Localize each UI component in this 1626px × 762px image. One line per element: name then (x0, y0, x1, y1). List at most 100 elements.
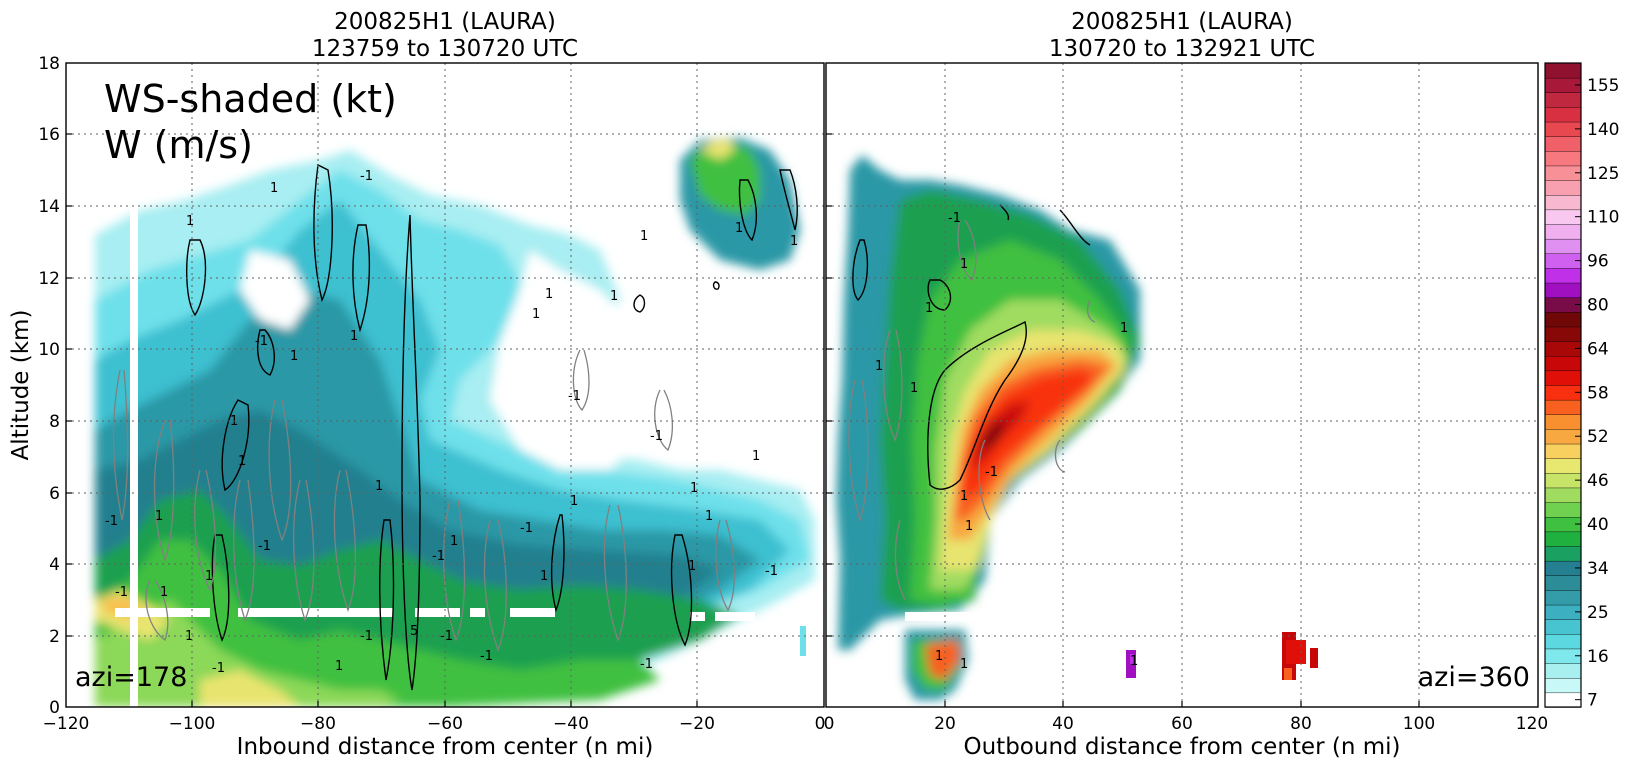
left-y-tick-labels: 0 2 4 6 8 10 12 14 16 18 (38, 54, 60, 718)
colorbar-tick-label: 34 (1587, 559, 1609, 579)
left-x-axis-label: Inbound distance from center (n mi) (237, 734, 654, 760)
colorbar-swatch (1544, 677, 1582, 694)
y-axis-label: Altitude (km) (8, 310, 34, 461)
svg-text:-1: -1 (115, 585, 128, 600)
colorbar-swatch (1544, 457, 1582, 474)
svg-text:1: 1 (185, 629, 193, 644)
left-x-tick: 0 (815, 714, 826, 734)
y-tick: 12 (38, 269, 60, 289)
colorbar-tick-label: 80 (1587, 296, 1609, 316)
colorbar-frame (1544, 62, 1582, 708)
colorbar-swatch (1544, 267, 1582, 284)
colorbar-swatch (1544, 633, 1582, 650)
right-grid (826, 63, 1538, 707)
svg-text:1: 1 (375, 479, 383, 494)
ws-shaded-annotation: WS-shaded (kt) (104, 77, 397, 121)
svg-text:-1: -1 (948, 211, 961, 226)
y-tick: 0 (49, 698, 60, 718)
svg-text:1: 1 (960, 657, 968, 672)
left-w-contours-gray (112, 349, 735, 652)
left-grid (66, 63, 824, 707)
svg-text:-1: -1 (105, 514, 118, 529)
colorbar-swatch (1544, 531, 1582, 547)
svg-text:1: 1 (875, 359, 883, 374)
right-w-contours-gray (848, 219, 1096, 601)
svg-text:1: 1 (290, 349, 298, 364)
svg-text:1: 1 (752, 449, 760, 464)
right-x-axis-label: Outbound distance from center (n mi) (964, 734, 1401, 760)
svg-text:1: 1 (610, 289, 618, 304)
right-x-tick: 40 (1052, 714, 1074, 734)
left-x-tick: −120 (43, 714, 90, 734)
left-subtitle: 123759 to 130720 UTC (312, 36, 578, 62)
colorbar-swatch (1544, 238, 1582, 254)
svg-text:1: 1 (965, 519, 973, 534)
y-tick: 14 (38, 197, 60, 217)
colorbar-swatch (1544, 311, 1582, 328)
colorbar-swatch (1544, 355, 1582, 372)
colorbar-tick-label: 110 (1587, 208, 1619, 228)
svg-text:-1: -1 (650, 429, 663, 444)
right-azimuth-label: azi=360 (1418, 662, 1530, 693)
colorbar-tick-label: 25 (1587, 603, 1609, 623)
left-x-tick: −20 (679, 714, 715, 734)
svg-text:-1: -1 (640, 657, 653, 672)
colorbar-swatch (1544, 545, 1582, 562)
svg-text:1: 1 (688, 559, 696, 574)
colorbar-tick-label: 155 (1587, 76, 1619, 96)
right-contour-labels: -1 1 1 1 1 -1 1 1 1 1 1 1 (875, 211, 1138, 672)
left-x-tick: −40 (553, 714, 589, 734)
svg-text:1: 1 (270, 181, 278, 196)
svg-text:-1: -1 (520, 521, 533, 536)
svg-text:1: 1 (160, 585, 168, 600)
colorbar-tick-label: 58 (1587, 383, 1609, 403)
left-x-tick: −80 (300, 714, 336, 734)
right-title: 200825H1 (LAURA) (1071, 9, 1293, 35)
svg-text:1: 1 (570, 494, 578, 509)
w-annotation: W (m/s) (104, 123, 253, 167)
svg-text:-1: -1 (480, 649, 493, 664)
svg-text:-1: -1 (360, 169, 373, 184)
right-panel: 200825H1 (LAURA) 130720 to 132921 UTC (824, 9, 1549, 760)
svg-text:-1: -1 (258, 539, 271, 554)
svg-text:-1: -1 (568, 389, 581, 404)
y-tick: 8 (49, 412, 60, 432)
colorbar-swatch (1544, 414, 1582, 430)
colorbar-tick-label: 40 (1587, 515, 1609, 535)
y-tick: 2 (49, 627, 60, 647)
colorbar-swatch (1544, 106, 1582, 123)
svg-text:1: 1 (640, 229, 648, 244)
left-title: 200825H1 (LAURA) (334, 9, 556, 35)
svg-text:1: 1 (1130, 654, 1138, 669)
svg-text:1: 1 (205, 569, 213, 584)
colorbar-swatches (1544, 62, 1582, 708)
colorbar-swatch (1544, 589, 1582, 606)
colorbar-tick-label: 7 (1587, 691, 1598, 711)
y-tick: 16 (38, 125, 60, 145)
svg-text:5: 5 (410, 624, 418, 639)
colorbar-swatch (1544, 194, 1582, 211)
svg-text:1: 1 (790, 234, 798, 249)
y-tick: 4 (49, 555, 60, 575)
left-field: 11-1 -111 11-1 1-11 -1 11 -1 11 -1 5-1 1-1-… (95, 138, 815, 707)
svg-text:1: 1 (705, 509, 713, 524)
svg-text:1: 1 (735, 221, 743, 236)
left-x-tick: −100 (169, 714, 216, 734)
svg-text:-1: -1 (440, 629, 453, 644)
svg-text:1: 1 (238, 454, 246, 469)
right-x-tick: 80 (1290, 714, 1312, 734)
colorbar: 7 16 25 34 40 46 52 58 64 80 96 110 125 140 155 (1544, 62, 1619, 711)
colorbar-tick-label: 52 (1587, 427, 1609, 447)
y-tick: 6 (49, 484, 60, 504)
svg-text:1: 1 (690, 481, 698, 496)
svg-text:1: 1 (450, 534, 458, 549)
svg-text:-1: -1 (432, 549, 445, 564)
right-x-tick: 0 (824, 714, 835, 734)
colorbar-tick-label: 96 (1587, 252, 1609, 272)
right-x-tick: 100 (1403, 714, 1435, 734)
colorbar-swatch (1544, 662, 1582, 679)
colorbar-swatch (1544, 399, 1582, 415)
colorbar-swatch (1544, 575, 1582, 591)
svg-text:1: 1 (532, 307, 540, 322)
